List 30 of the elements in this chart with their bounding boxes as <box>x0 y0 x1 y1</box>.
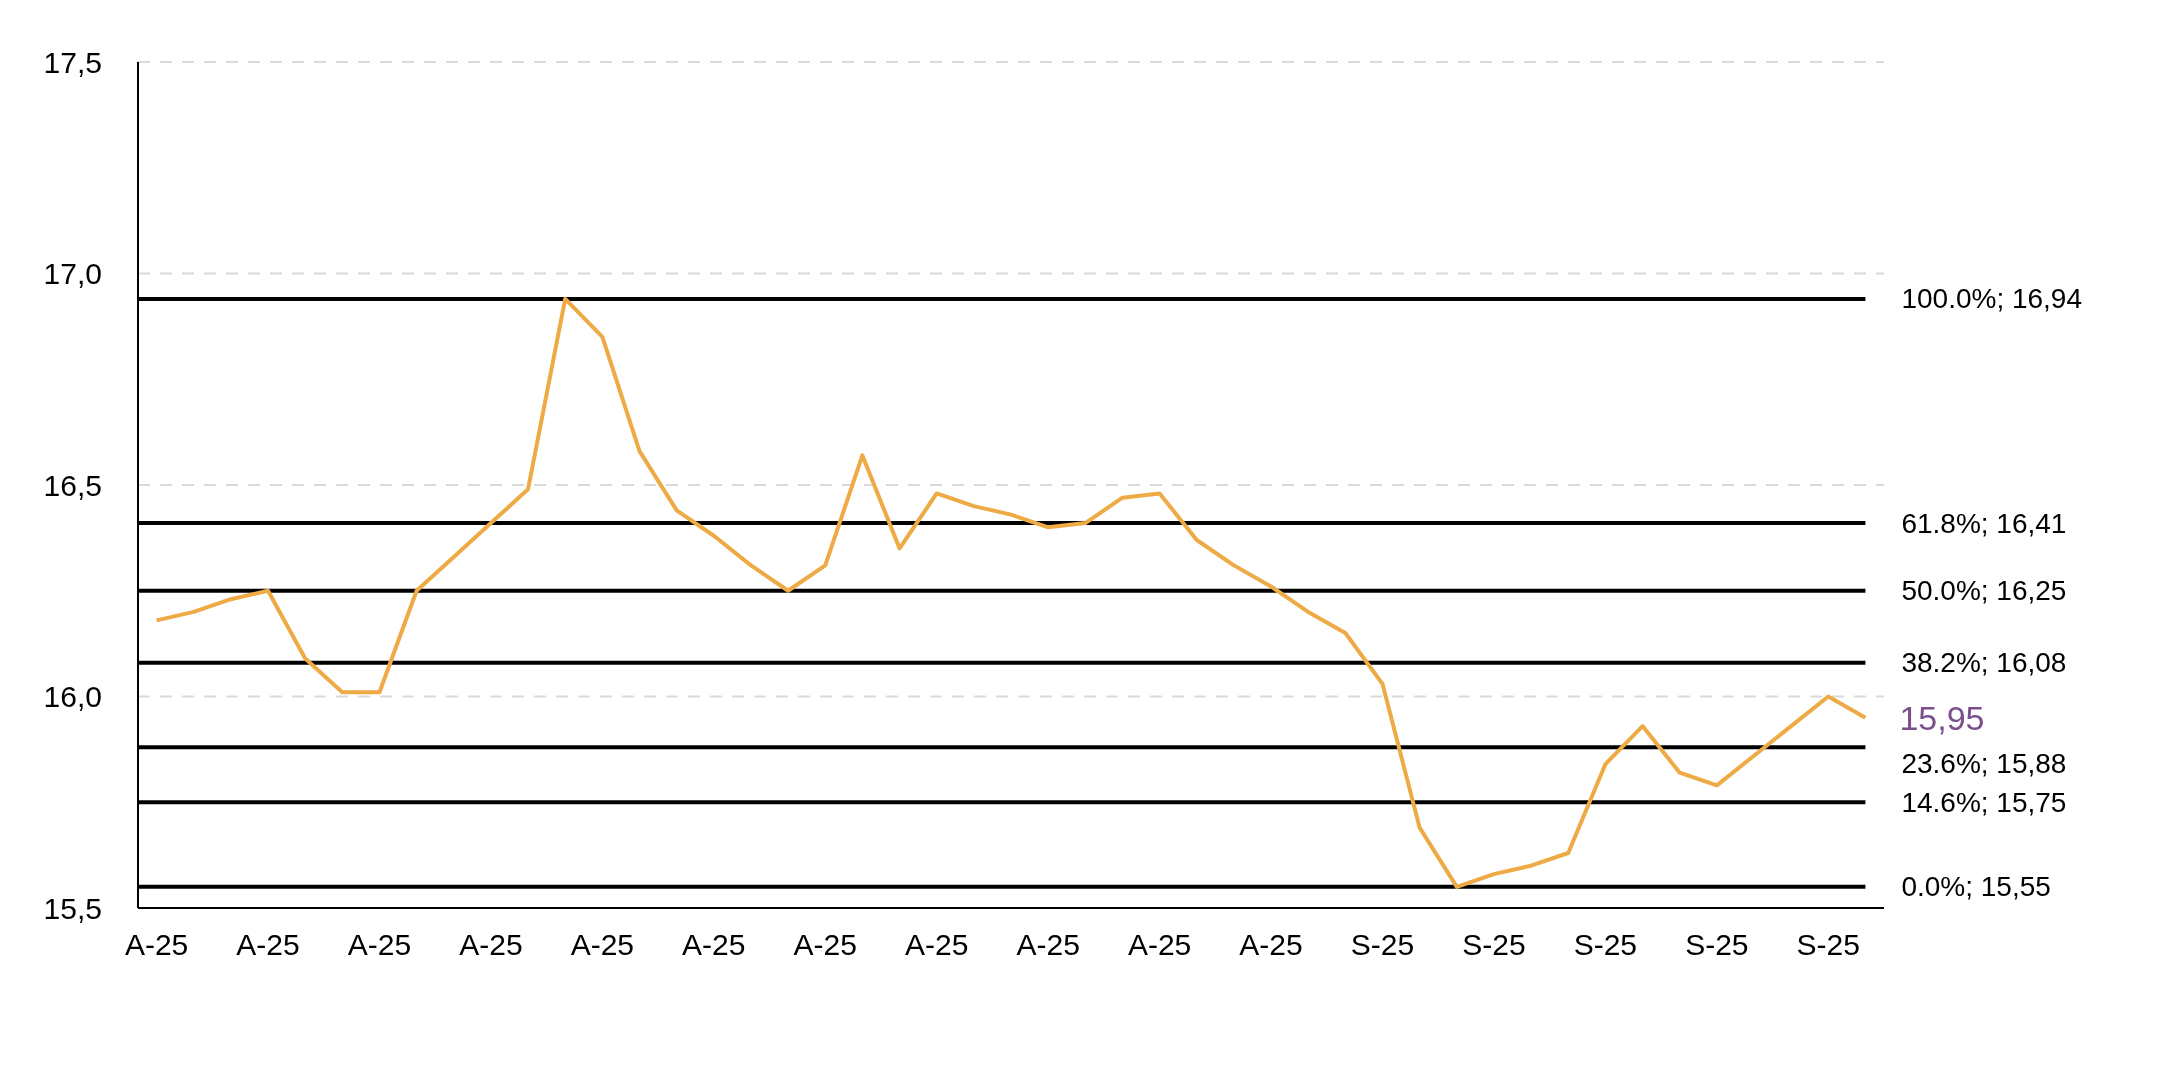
x-tick-label: S-25 <box>1796 928 1860 962</box>
y-tick-label: 15,5 <box>43 891 102 925</box>
ref-line-label: 50.0%; 16,25 <box>1901 575 2067 607</box>
x-tick-label: S-25 <box>1573 928 1638 962</box>
x-tick-label: A-25 <box>682 928 746 962</box>
x-tick-label: S-25 <box>1685 928 1749 962</box>
x-tick-label: S-25 <box>1462 928 1526 962</box>
x-tick-label: A-25 <box>236 928 300 962</box>
y-tick-label: 16,0 <box>43 680 102 714</box>
x-tick-label: A-25 <box>459 928 523 962</box>
ref-line-label: 61.8%; 16,41 <box>1901 507 2067 539</box>
y-tick-label: 16,5 <box>43 468 102 502</box>
x-tick-label: A-25 <box>570 928 635 962</box>
ref-line-label: 23.6%; 15,88 <box>1901 747 2067 779</box>
ref-line-label: 14.6%; 15,75 <box>1901 786 2067 818</box>
ref-line-label: 0.0%; 15,55 <box>1901 871 2051 903</box>
text: 15,95 <box>1899 698 1985 737</box>
x-tick-label: A-25 <box>905 928 969 962</box>
x-tick-label: A-25 <box>347 928 412 962</box>
x-tick-label: A-25 <box>1127 928 1192 962</box>
x-tick-label: A-25 <box>1239 928 1303 962</box>
y-tick-label: 17,0 <box>43 257 102 291</box>
x-tick-label: A-25 <box>124 928 189 962</box>
x-tick-label: A-25 <box>1016 928 1080 962</box>
ref-line-label: 38.2%; 16,08 <box>1901 647 2067 679</box>
ref-line-label: 100.0%; 16,94 <box>1901 283 2083 315</box>
x-tick-label: A-25 <box>793 928 857 962</box>
x-tick-label: S-25 <box>1350 928 1415 962</box>
line-series <box>154 296 1868 889</box>
y-tick-label: 17,5 <box>43 45 102 79</box>
